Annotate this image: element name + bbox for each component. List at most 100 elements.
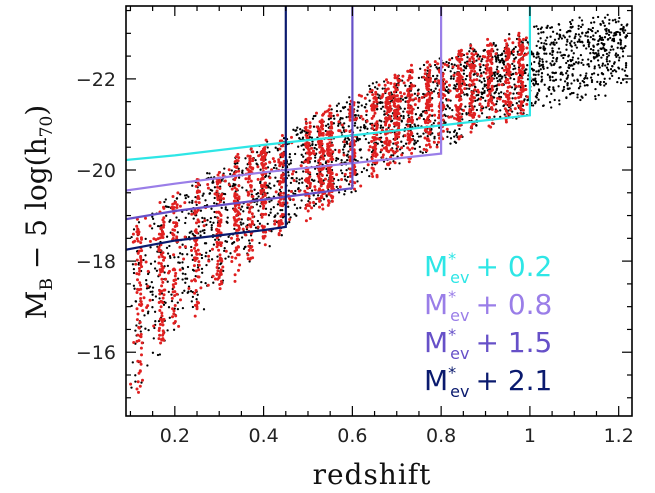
black-data-point [465, 92, 468, 96]
black-data-point [287, 171, 290, 174]
boundary-line-4 [125, 6, 287, 251]
red-data-point [171, 290, 175, 294]
red-data-point [137, 288, 141, 292]
red-data-point [380, 96, 383, 99]
black-data-point [586, 39, 590, 42]
black-data-point [532, 82, 535, 85]
black-data-point [254, 158, 257, 162]
black-data-point [151, 351, 155, 354]
red-data-point [308, 175, 312, 178]
red-data-point [327, 199, 330, 203]
red-data-point [160, 314, 164, 318]
red-data-point [326, 186, 330, 190]
black-data-point [524, 68, 527, 71]
red-data-point [251, 157, 255, 161]
black-data-point [463, 93, 466, 96]
black-data-point [248, 260, 251, 263]
black-data-point [348, 145, 352, 148]
red-data-point [159, 290, 163, 293]
red-data-point [375, 124, 379, 127]
black-data-point [399, 97, 402, 100]
black-data-point [258, 222, 262, 225]
black-data-point [587, 45, 591, 48]
black-data-point [312, 194, 315, 197]
black-data-point [346, 175, 350, 179]
black-data-point [273, 184, 276, 187]
red-data-point [519, 107, 523, 111]
red-data-point [387, 150, 390, 154]
red-data-point [162, 331, 166, 335]
black-data-point [557, 85, 560, 88]
black-data-point [576, 96, 579, 99]
red-data-point [517, 31, 521, 35]
black-data-point [181, 278, 184, 281]
black-data-point [340, 131, 343, 134]
black-data-point [543, 42, 546, 45]
black-data-point [482, 71, 485, 74]
red-data-point [441, 118, 445, 122]
black-data-point [566, 82, 569, 85]
black-data-point [253, 188, 256, 191]
red-data-point [219, 257, 223, 261]
red-data-point [505, 89, 509, 93]
red-data-point [470, 94, 474, 98]
red-data-point [504, 65, 508, 69]
black-data-point [610, 72, 613, 75]
red-data-point [234, 203, 238, 207]
red-data-point [317, 176, 321, 180]
red-data-point [490, 106, 494, 109]
black-data-point [132, 267, 136, 271]
red-data-point [310, 206, 314, 210]
black-data-point [422, 63, 426, 67]
black-data-point [341, 117, 344, 120]
black-data-point [399, 114, 403, 118]
red-data-point [172, 312, 176, 316]
black-data-point [132, 271, 136, 275]
black-data-point [237, 176, 241, 179]
black-data-point [409, 125, 412, 129]
red-data-point [328, 180, 332, 184]
red-data-point [416, 92, 420, 96]
black-data-point [625, 34, 629, 38]
red-data-point [216, 269, 220, 273]
black-data-point [495, 68, 499, 71]
red-data-point [397, 117, 401, 121]
black-data-point [537, 52, 540, 55]
red-data-point [336, 113, 340, 117]
black-data-point [172, 328, 176, 331]
black-data-point [565, 61, 568, 65]
black-data-point [474, 85, 477, 89]
black-data-point [295, 207, 299, 210]
black-data-point [300, 199, 303, 202]
red-data-point [177, 324, 181, 328]
red-data-point [365, 109, 369, 113]
black-data-point [585, 31, 588, 35]
red-data-point [236, 253, 240, 257]
black-data-point [553, 62, 556, 65]
red-data-point [304, 121, 308, 125]
black-data-point [206, 219, 209, 222]
red-data-point [247, 192, 251, 196]
black-data-point [274, 164, 277, 167]
red-data-point [393, 76, 397, 80]
black-data-point [176, 231, 179, 234]
red-data-point [506, 100, 510, 104]
red-data-point [497, 83, 501, 87]
black-data-point [181, 253, 184, 256]
black-data-point [201, 194, 204, 197]
black-data-point [375, 81, 378, 84]
red-data-point [277, 232, 281, 235]
black-data-point [455, 133, 458, 137]
black-data-point [551, 53, 554, 57]
red-data-point [471, 47, 475, 51]
black-data-point [494, 44, 497, 48]
red-data-point [171, 195, 175, 198]
red-data-point [237, 224, 241, 228]
black-data-point [549, 35, 552, 38]
red-data-point [206, 186, 210, 190]
black-data-point [600, 47, 603, 51]
black-data-point [157, 319, 161, 323]
red-data-point [381, 153, 385, 157]
black-data-point [448, 131, 452, 134]
black-data-point [289, 216, 292, 219]
